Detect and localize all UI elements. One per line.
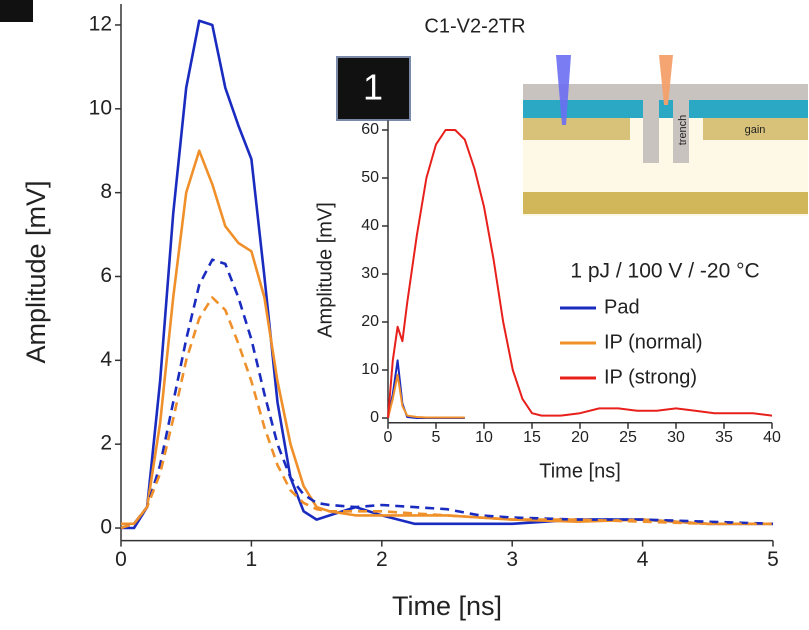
y-tick-label: 50 [361,169,379,186]
x-tick-label: 1 [246,548,258,571]
x-axis-label: Time [ns] [539,460,621,482]
y-tick-label: 20 [361,313,379,330]
y-tick-label: 30 [361,265,379,282]
x-tick-label: 0 [115,548,127,571]
y-tick-label: 0 [100,516,112,539]
diagram-label: gain [745,124,766,136]
x-tick-label: 5 [767,548,779,571]
diagram-label: trench [677,115,689,146]
x-tick-label: 2 [376,548,388,571]
line-series [387,373,465,419]
x-tick-label: 15 [523,429,541,446]
panel-label-box [336,56,411,121]
y-axis-label: Amplitude [mV] [314,202,336,338]
y-tick-label: 10 [89,96,112,119]
line-series [120,296,773,530]
x-tick-label: 10 [475,429,493,446]
cut-panel-marker [0,0,33,22]
y-tick-label: 8 [100,180,112,203]
y-tick-label: 4 [100,348,112,371]
x-tick-label: 0 [384,429,393,446]
y-tick-label: 2 [100,432,112,455]
chart-title: C1-V2-2TR [424,15,525,37]
legend-label: IP (strong) [604,366,697,388]
x-tick-label: 20 [571,429,589,446]
x-tick-label: 3 [506,548,518,571]
legend-label: IP (normal) [604,331,703,353]
x-tick-label: 35 [715,429,733,446]
x-tick-label: 25 [619,429,637,446]
legend-label: Pad [604,296,640,318]
x-tick-label: 5 [432,429,441,446]
x-axis-label: Time [ns] [392,591,502,621]
device-diagram: trench gain [523,55,808,216]
panel-label: 1 [363,67,383,108]
annotation: 1 pJ / 100 V / -20 °C [570,260,759,283]
line-series [120,258,774,530]
y-tick-label: 10 [361,361,379,378]
y-tick-label: 60 [361,121,379,138]
y-tick-label: 40 [361,217,379,234]
y-tick-label: 6 [100,264,112,287]
line-series [387,129,773,419]
x-tick-label: 40 [763,429,781,446]
y-tick-label: 0 [370,409,379,426]
x-tick-label: 4 [637,548,649,571]
y-tick-label: 12 [89,13,112,36]
x-tick-label: 30 [667,429,685,446]
y-axis-label: Amplitude [mV] [21,180,51,363]
